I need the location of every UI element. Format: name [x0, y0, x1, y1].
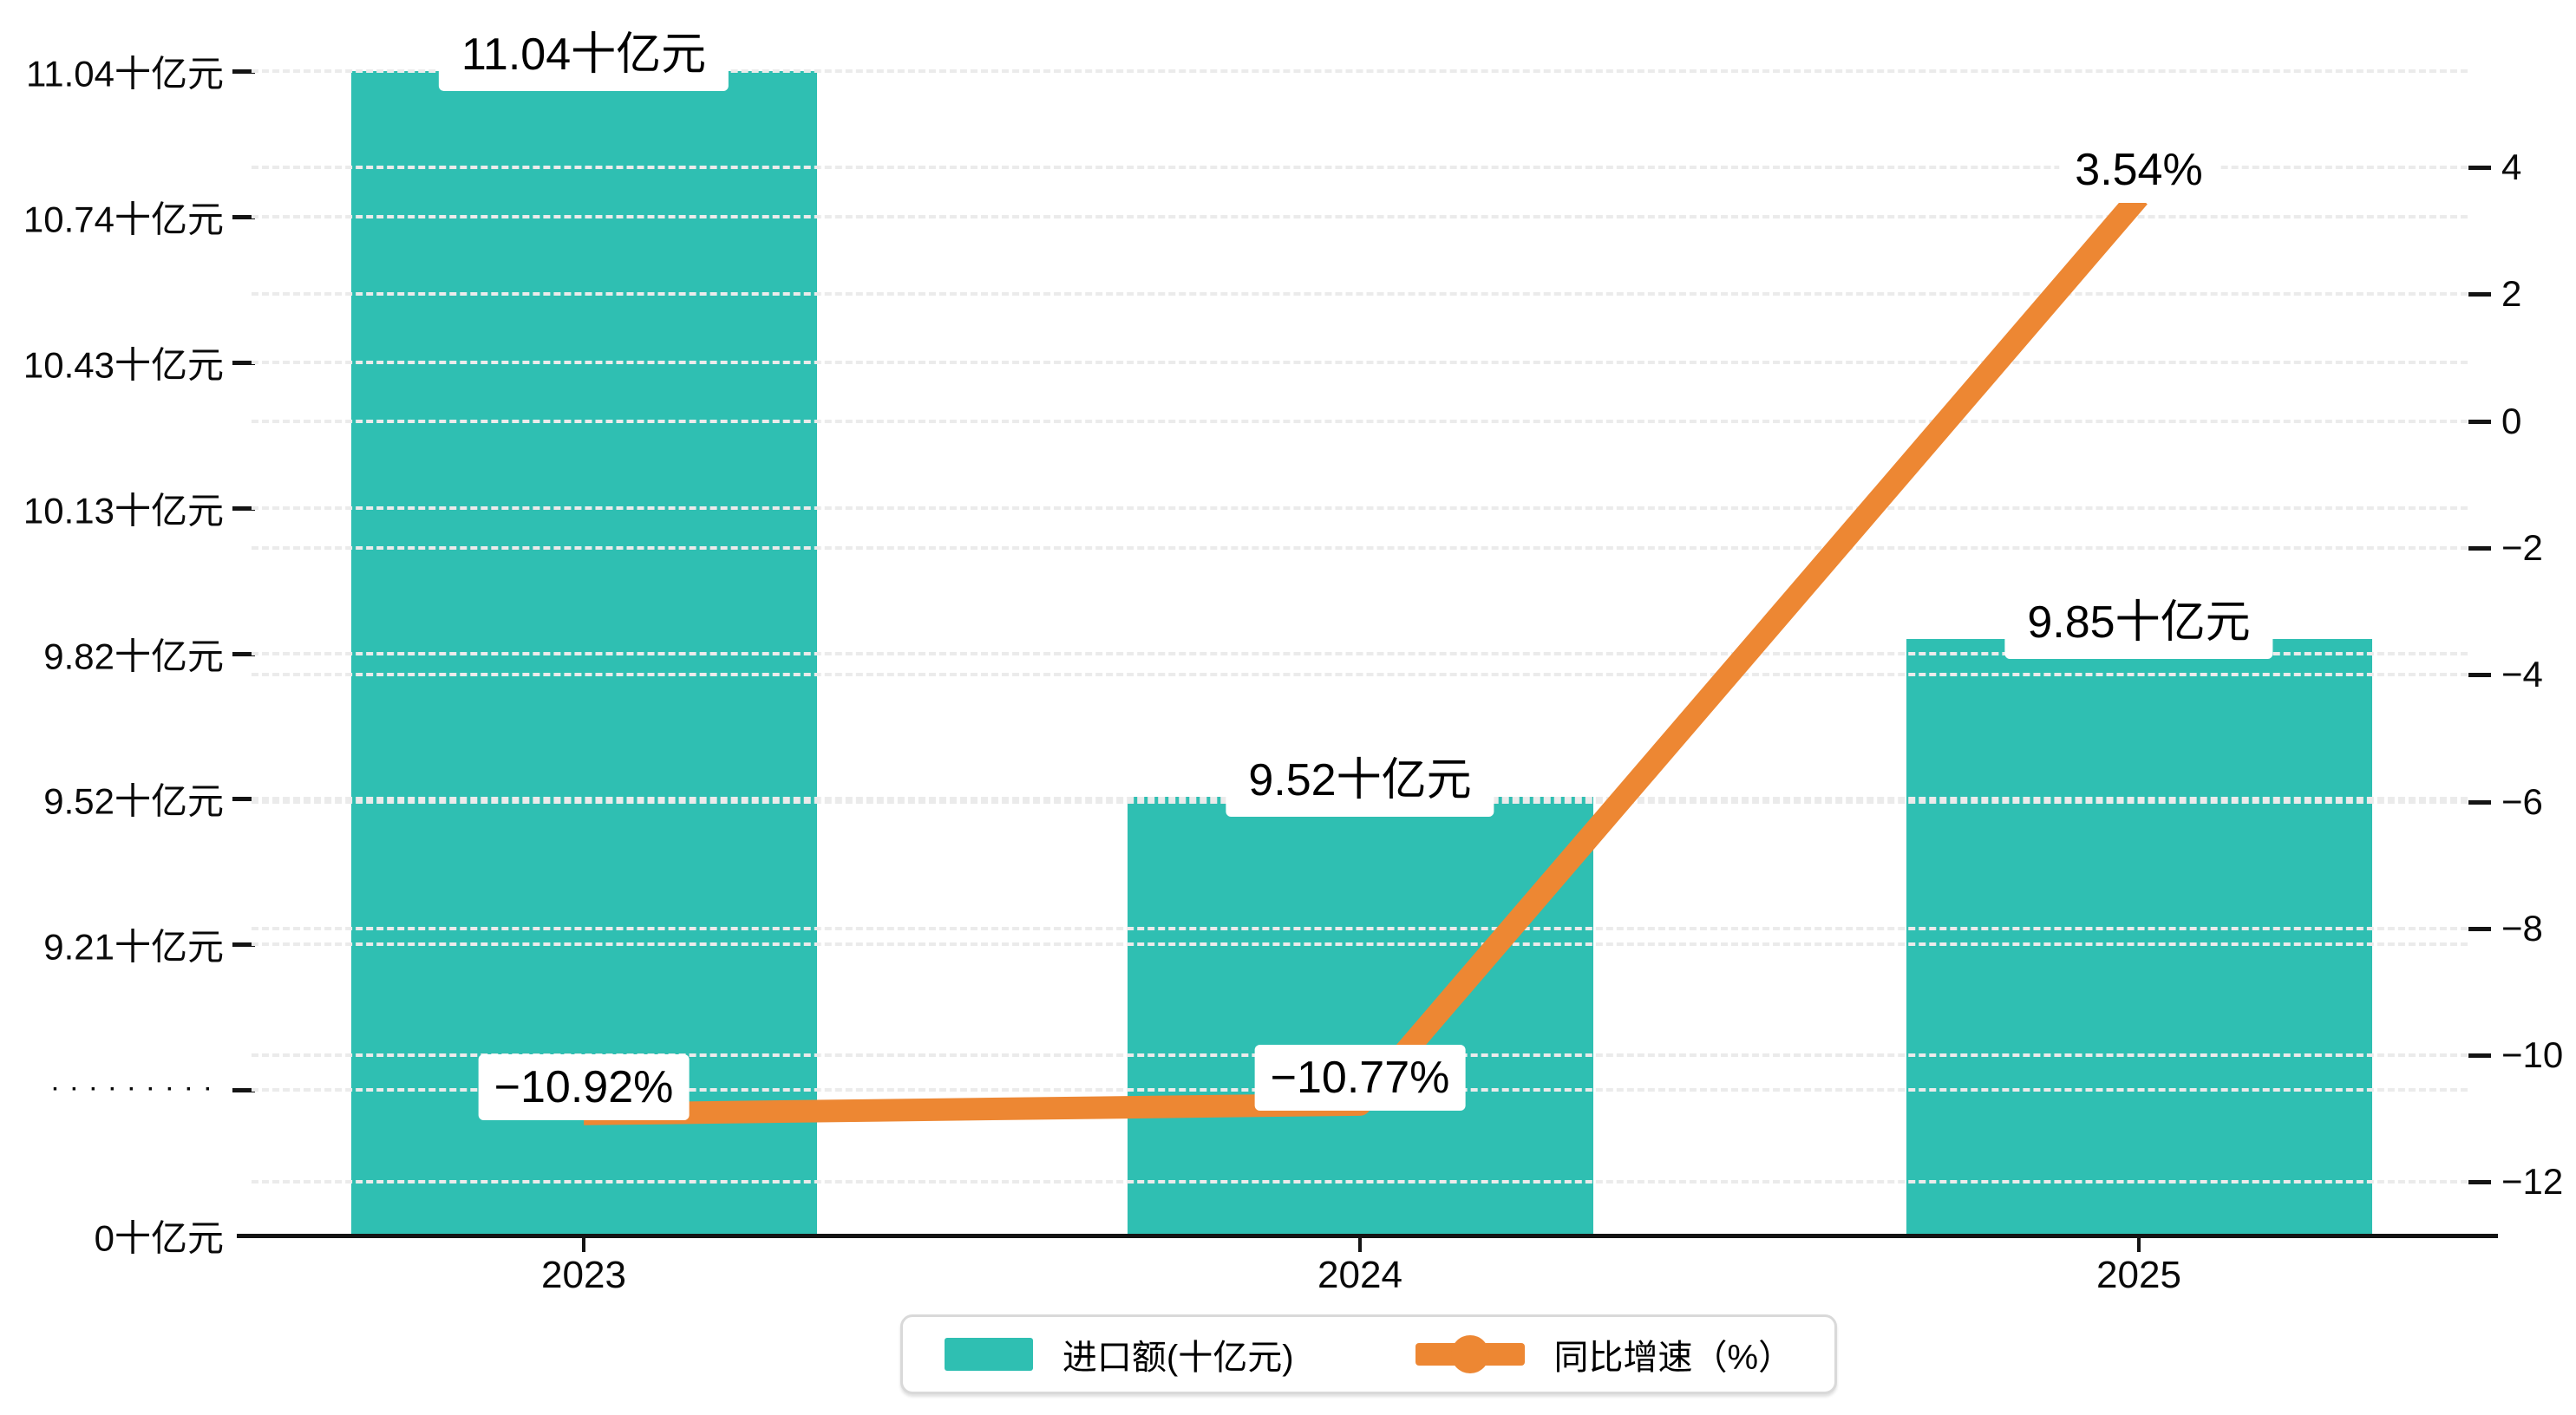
gridline-right-8 — [252, 1180, 2468, 1184]
line-dot-icon — [1450, 1335, 1489, 1373]
bar-value-label-2024: 9.52十亿元 — [1226, 734, 1494, 818]
left-tick-mark-0 — [232, 69, 255, 74]
right-tick-mark-2 — [2468, 419, 2491, 424]
gridline-left-6 — [252, 942, 2468, 947]
line-value-label-2024: −10.77% — [1254, 1044, 1466, 1111]
right-axis-label-8: −12 — [2501, 1161, 2564, 1203]
x-label-2024[interactable]: 2024 — [1317, 1254, 1402, 1296]
gridline-left-4 — [252, 651, 2468, 655]
left-tick-mark-4 — [232, 651, 255, 656]
gridline-right-6 — [252, 926, 2468, 930]
gridline-right-4 — [252, 673, 2468, 677]
left-tick-mark-6 — [232, 942, 255, 948]
right-tick-mark-3 — [2468, 545, 2491, 551]
bar-series-swatch-icon — [944, 1338, 1033, 1371]
left-tick-mark-7 — [232, 1088, 255, 1093]
gridline-right-2 — [252, 419, 2468, 423]
right-tick-mark-4 — [2468, 673, 2491, 678]
left-axis-label-7: ········· — [52, 1078, 224, 1102]
growth-line[interactable] — [583, 189, 2148, 1125]
x-tick-mark-2025 — [2137, 1237, 2141, 1252]
left-axis-label-6: 9.21十亿元 — [43, 926, 224, 968]
right-tick-mark-1 — [2468, 292, 2491, 297]
right-axis-label-3: −2 — [2501, 526, 2543, 568]
left-tick-mark-1 — [232, 214, 255, 219]
bar-value-label-2023: 11.04十亿元 — [438, 9, 729, 91]
right-axis-label-5: −6 — [2501, 780, 2543, 822]
right-tick-mark-6 — [2468, 926, 2491, 931]
legend-item-import[interactable]: 进口额(十亿元) — [944, 1329, 1294, 1379]
left-axis-label-4: 9.82十亿元 — [43, 636, 224, 676]
line-value-label-2023: −10.92% — [478, 1053, 690, 1120]
gridline-right-0 — [252, 166, 2468, 169]
bar-2024[interactable] — [1127, 797, 1593, 1236]
line-value-label-2025: 3.54% — [2059, 137, 2219, 204]
left-tick-mark-3 — [232, 505, 255, 511]
gridline-left-1 — [252, 214, 2468, 218]
left-tick-mark-5 — [232, 797, 255, 802]
gridline-left-2 — [252, 360, 2468, 364]
right-axis-label-0: 4 — [2501, 147, 2522, 187]
gridline-right-3 — [252, 545, 2468, 550]
x-axis-line — [237, 1234, 2498, 1238]
right-axis-label-4: −4 — [2501, 654, 2543, 695]
left-axis-label-8: 0十亿元 — [94, 1217, 224, 1259]
right-axis-label-7: −10 — [2501, 1034, 2564, 1076]
left-axis-label-1: 10.74十亿元 — [23, 199, 224, 240]
left-axis-label-0: 11.04十亿元 — [26, 53, 224, 95]
line-series-marker-icon — [1415, 1335, 1525, 1373]
gridline-left-0 — [252, 69, 2468, 73]
x-label-2025[interactable]: 2025 — [2096, 1254, 2181, 1296]
x-label-2023[interactable]: 2023 — [541, 1254, 626, 1296]
legend-label-growth: 同比增速（%） — [1553, 1339, 1794, 1377]
right-axis-label-6: −8 — [2501, 907, 2543, 949]
right-axis-label-2: 0 — [2501, 400, 2522, 441]
left-tick-mark-2 — [232, 360, 255, 365]
legend-item-growth[interactable]: 同比增速（%） — [1415, 1329, 1794, 1379]
legend: 进口额(十亿元) 同比增速（%） — [900, 1314, 1837, 1394]
legend-label-import: 进口额(十亿元) — [1062, 1339, 1294, 1377]
x-tick-mark-2024 — [1358, 1237, 1362, 1252]
left-axis-label-3: 10.13十亿元 — [23, 490, 224, 531]
gridline-left-3 — [252, 505, 2468, 510]
x-tick-mark-2023 — [582, 1237, 585, 1252]
bar-2025[interactable] — [1906, 639, 2372, 1236]
left-axis-label-2: 10.43十亿元 — [23, 344, 224, 386]
right-tick-mark-7 — [2468, 1053, 2491, 1059]
right-tick-mark-8 — [2468, 1180, 2491, 1185]
gridline-right-1 — [252, 292, 2468, 297]
right-tick-mark-5 — [2468, 799, 2491, 805]
right-axis-label-1: 2 — [2501, 273, 2522, 315]
right-tick-mark-0 — [2468, 166, 2491, 170]
bar-value-label-2025: 9.85十亿元 — [2004, 577, 2273, 660]
left-axis-label-5: 9.52十亿元 — [43, 780, 224, 822]
